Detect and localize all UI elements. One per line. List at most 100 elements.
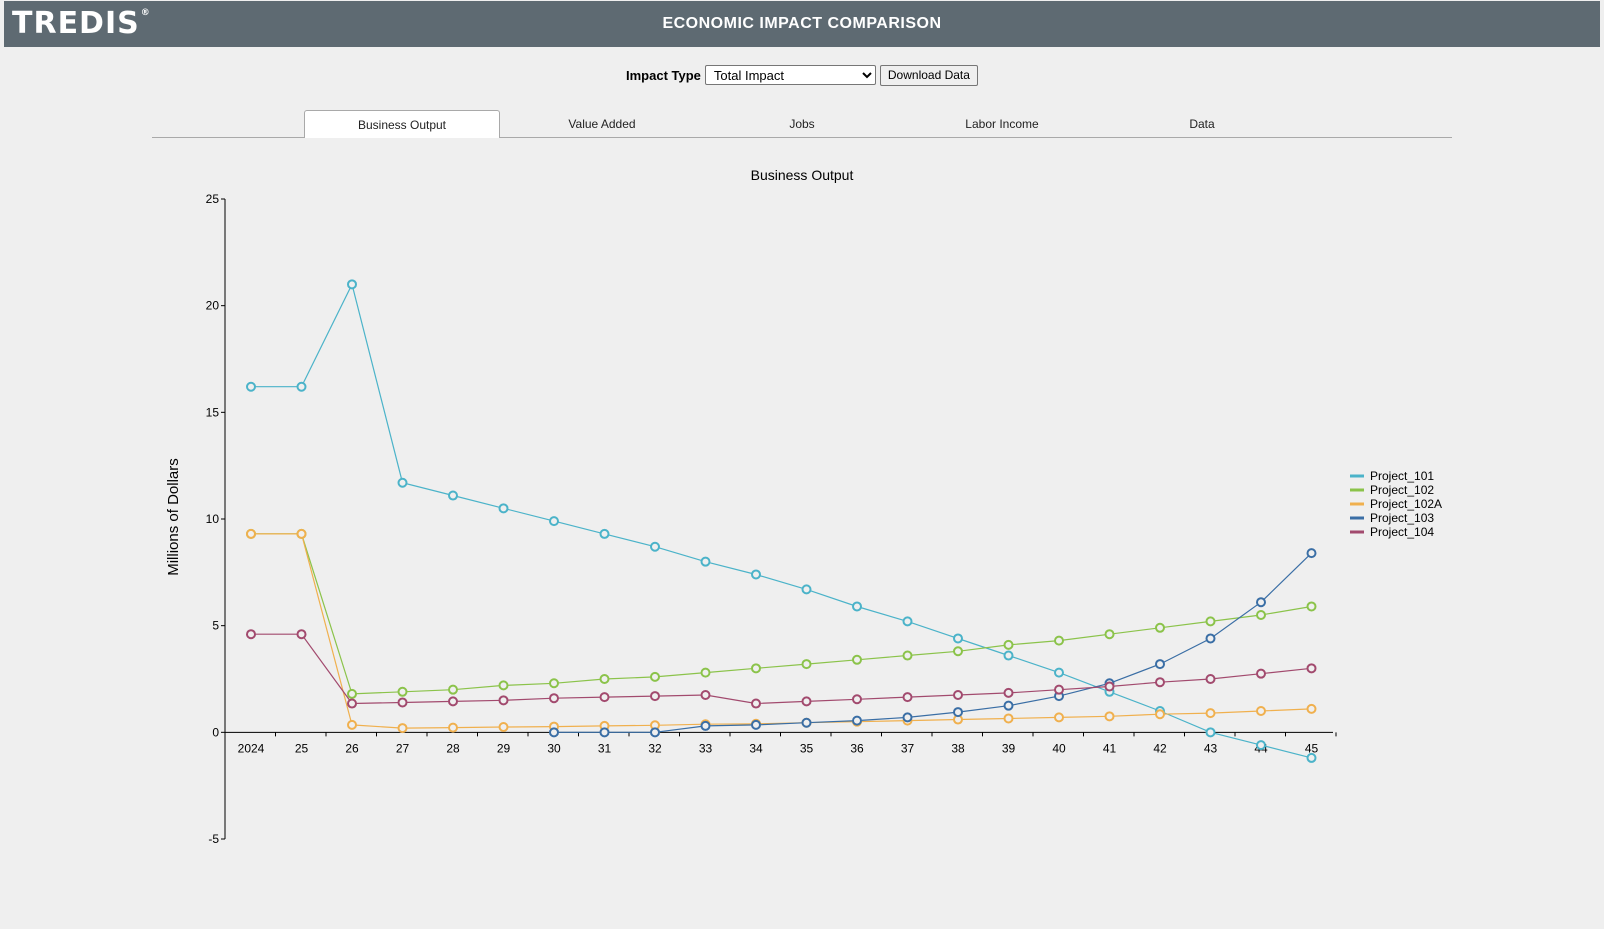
- data-point-project-102a[interactable]: [1256, 706, 1266, 716]
- data-point-project-101[interactable]: [953, 633, 963, 644]
- data-point-project-101[interactable]: [498, 503, 509, 514]
- data-point-project-102a[interactable]: [347, 719, 357, 730]
- data-point-project-101[interactable]: [296, 381, 307, 392]
- data-point-project-102a[interactable]: [1306, 703, 1317, 714]
- data-point-project-102a[interactable]: [1205, 708, 1216, 719]
- data-point-project-101[interactable]: [347, 279, 357, 290]
- data-point-project-104[interactable]: [448, 696, 458, 707]
- data-point-project-104[interactable]: [801, 696, 812, 707]
- data-point-project-102a[interactable]: [1054, 712, 1064, 723]
- data-point-project-104[interactable]: [751, 698, 761, 709]
- tab-business-output[interactable]: Business Output: [304, 110, 500, 138]
- data-point-project-102[interactable]: [902, 650, 913, 661]
- legend-label-project-104[interactable]: Project_104: [1370, 525, 1434, 539]
- data-point-project-102[interactable]: [1306, 601, 1317, 612]
- data-point-project-102[interactable]: [953, 646, 963, 657]
- tab-labor-income[interactable]: Labor Income: [965, 117, 1039, 131]
- data-point-project-101[interactable]: [1205, 727, 1216, 738]
- data-point-project-104[interactable]: [599, 692, 610, 703]
- data-point-project-101[interactable]: [246, 381, 256, 392]
- data-point-project-102[interactable]: [397, 686, 408, 697]
- data-point-project-102a[interactable]: [498, 722, 509, 732]
- data-point-project-102[interactable]: [1003, 639, 1014, 650]
- data-point-project-103[interactable]: [953, 707, 963, 718]
- data-point-project-103[interactable]: [852, 715, 862, 726]
- legend-label-project-102[interactable]: Project_102: [1370, 483, 1434, 497]
- tab-jobs[interactable]: Jobs: [789, 117, 815, 131]
- data-point-project-104[interactable]: [700, 690, 711, 700]
- data-point-project-102[interactable]: [1155, 622, 1165, 633]
- data-point-project-102[interactable]: [801, 659, 812, 670]
- legend-label-project-101[interactable]: Project_101: [1370, 469, 1434, 483]
- data-point-project-104[interactable]: [1003, 687, 1014, 698]
- data-point-project-103[interactable]: [1003, 700, 1014, 711]
- data-point-project-102[interactable]: [347, 688, 357, 699]
- data-point-project-102[interactable]: [1054, 635, 1064, 646]
- impact-type-select[interactable]: Total Impact: [704, 65, 876, 85]
- data-point-project-103[interactable]: [549, 727, 559, 738]
- data-point-project-102[interactable]: [751, 663, 761, 674]
- data-point-project-102[interactable]: [498, 680, 509, 691]
- data-point-project-104[interactable]: [1054, 684, 1064, 695]
- data-point-project-104[interactable]: [1205, 674, 1216, 684]
- data-point-project-102[interactable]: [852, 654, 862, 665]
- data-point-project-101[interactable]: [1256, 740, 1266, 751]
- data-point-project-104[interactable]: [397, 697, 408, 708]
- data-point-project-104[interactable]: [852, 694, 862, 705]
- data-point-project-103[interactable]: [801, 717, 812, 728]
- data-point-project-104[interactable]: [1256, 668, 1266, 679]
- data-point-project-103[interactable]: [1256, 597, 1266, 608]
- data-point-project-102[interactable]: [1256, 610, 1266, 620]
- data-point-project-101[interactable]: [397, 477, 408, 488]
- data-point-project-102a[interactable]: [1003, 713, 1014, 724]
- data-point-project-102[interactable]: [1104, 629, 1115, 640]
- data-point-project-101[interactable]: [650, 541, 660, 552]
- data-point-project-104[interactable]: [246, 629, 256, 640]
- data-point-project-104[interactable]: [549, 693, 559, 704]
- legend-label-project-103[interactable]: Project_103: [1370, 511, 1434, 525]
- download-data-button[interactable]: Download Data: [879, 64, 978, 86]
- data-point-project-102[interactable]: [448, 684, 458, 695]
- data-point-project-103[interactable]: [902, 712, 913, 723]
- legend-label-project-102a[interactable]: Project_102A: [1370, 497, 1442, 511]
- data-point-project-101[interactable]: [448, 490, 458, 501]
- data-point-project-101[interactable]: [801, 584, 812, 595]
- data-point-project-102a[interactable]: [1155, 709, 1165, 720]
- data-point-project-103[interactable]: [1306, 548, 1317, 559]
- data-point-project-104[interactable]: [902, 692, 913, 703]
- data-point-project-102a[interactable]: [397, 723, 408, 734]
- data-point-project-102a[interactable]: [246, 528, 256, 539]
- data-point-project-101[interactable]: [902, 616, 913, 627]
- data-point-project-102[interactable]: [650, 671, 660, 682]
- data-point-project-101[interactable]: [700, 556, 711, 567]
- data-point-project-102[interactable]: [700, 667, 711, 678]
- data-point-project-103[interactable]: [700, 720, 711, 731]
- data-point-project-102a[interactable]: [296, 528, 307, 539]
- data-point-project-102[interactable]: [1205, 616, 1216, 627]
- data-point-project-102a[interactable]: [1104, 711, 1115, 722]
- tab-data[interactable]: Data: [1189, 117, 1215, 131]
- data-point-project-103[interactable]: [1155, 659, 1165, 670]
- data-point-project-103[interactable]: [650, 727, 660, 738]
- data-point-project-101[interactable]: [751, 569, 761, 580]
- data-point-project-103[interactable]: [751, 719, 761, 730]
- data-point-project-104[interactable]: [296, 629, 307, 640]
- tab-value-added[interactable]: Value Added: [568, 117, 636, 131]
- data-point-project-104[interactable]: [953, 690, 963, 700]
- data-point-project-102[interactable]: [599, 674, 610, 684]
- data-point-project-101[interactable]: [852, 601, 862, 612]
- data-point-project-104[interactable]: [347, 698, 357, 709]
- data-point-project-104[interactable]: [650, 691, 660, 702]
- data-point-project-103[interactable]: [1205, 633, 1216, 644]
- data-point-project-104[interactable]: [1155, 677, 1165, 688]
- data-point-project-101[interactable]: [599, 528, 610, 539]
- data-point-project-101[interactable]: [1054, 667, 1064, 678]
- data-point-project-101[interactable]: [549, 516, 559, 527]
- data-point-project-101[interactable]: [1306, 752, 1317, 763]
- data-point-project-102a[interactable]: [448, 722, 458, 733]
- data-point-project-104[interactable]: [1104, 681, 1115, 692]
- data-point-project-104[interactable]: [1306, 663, 1317, 674]
- data-point-project-101[interactable]: [1003, 650, 1014, 661]
- data-point-project-104[interactable]: [498, 695, 509, 706]
- data-point-project-103[interactable]: [599, 727, 610, 738]
